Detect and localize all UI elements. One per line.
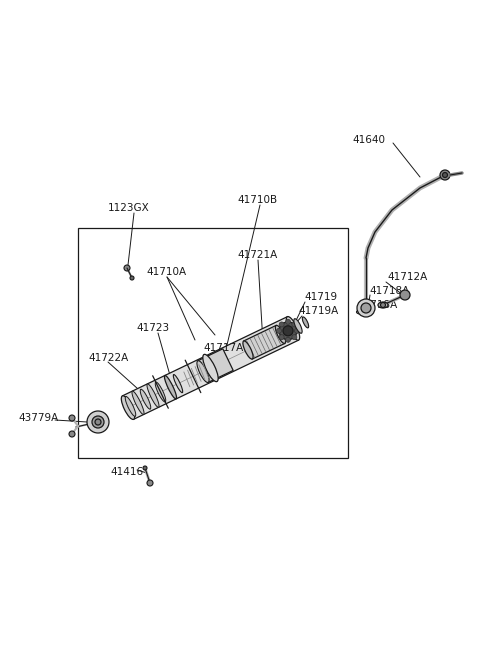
Circle shape [361,303,371,313]
Ellipse shape [173,375,183,392]
Circle shape [292,335,297,340]
Ellipse shape [302,317,309,328]
Text: 41723: 41723 [136,323,169,333]
Text: 41710B: 41710B [237,195,277,205]
Text: 41719: 41719 [304,292,337,302]
Text: 41710A: 41710A [146,267,186,277]
Circle shape [87,411,109,433]
Text: 41722A: 41722A [88,353,128,363]
Ellipse shape [121,396,135,419]
Text: 41640: 41640 [352,135,385,145]
Ellipse shape [203,354,218,382]
Text: 41717A: 41717A [203,343,243,353]
Circle shape [124,265,130,271]
Ellipse shape [147,384,159,407]
Circle shape [443,172,447,178]
Polygon shape [244,326,285,359]
Text: 41712A: 41712A [387,272,427,282]
Circle shape [279,335,284,340]
Circle shape [279,322,297,340]
Circle shape [276,328,281,333]
Circle shape [295,328,300,333]
Ellipse shape [358,311,362,313]
Ellipse shape [132,391,144,415]
Ellipse shape [165,375,177,399]
Polygon shape [198,348,233,383]
Circle shape [143,466,147,470]
Text: 41719A: 41719A [298,306,338,316]
Ellipse shape [243,341,253,359]
Ellipse shape [369,309,372,311]
Circle shape [292,322,297,327]
Circle shape [95,419,101,425]
Circle shape [440,170,450,180]
Circle shape [69,431,75,437]
Circle shape [279,322,284,327]
Ellipse shape [125,396,136,417]
Ellipse shape [294,319,302,333]
Circle shape [283,326,293,336]
Circle shape [357,299,375,317]
Ellipse shape [140,389,151,409]
Circle shape [286,319,290,324]
Circle shape [92,416,104,428]
Text: 43779A: 43779A [18,413,58,423]
Ellipse shape [286,316,300,340]
Circle shape [147,480,153,486]
Polygon shape [122,316,299,419]
Ellipse shape [367,309,373,312]
Ellipse shape [378,302,388,308]
Ellipse shape [276,326,286,343]
Bar [78,228,348,458]
Text: 41416: 41416 [110,467,144,477]
Circle shape [130,276,134,280]
Circle shape [286,337,290,343]
Circle shape [381,303,385,307]
Ellipse shape [357,310,363,314]
Circle shape [400,290,410,300]
Circle shape [69,415,75,421]
Text: 41721A: 41721A [237,250,277,260]
Text: 41718A: 41718A [369,286,409,296]
Ellipse shape [155,382,166,402]
Text: 41718A: 41718A [357,300,397,310]
Ellipse shape [197,361,209,383]
Text: 1123GX: 1123GX [108,203,150,213]
